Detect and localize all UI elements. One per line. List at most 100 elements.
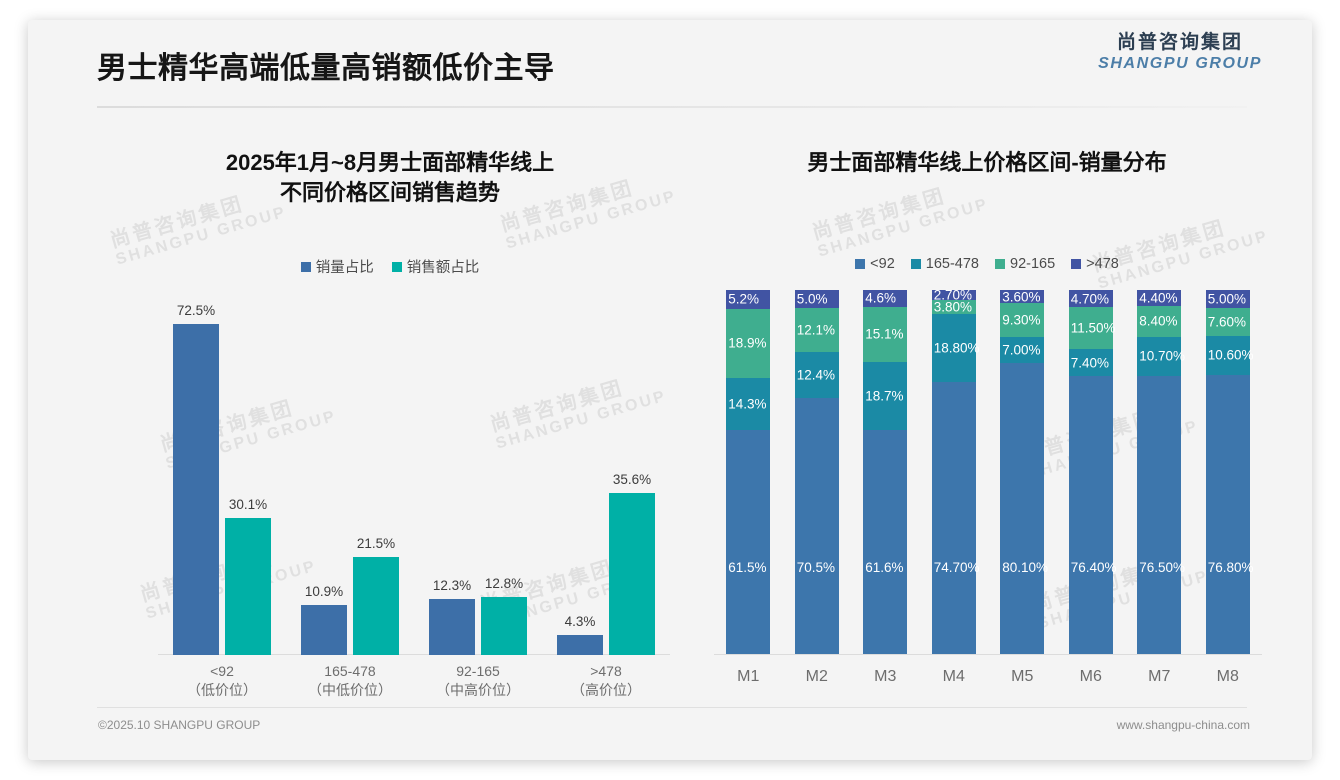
legend-item-lt92[interactable]: <92 [855, 256, 895, 272]
bar-fill [609, 492, 655, 655]
legend-swatch-icon [300, 261, 311, 272]
stack-value-label: 61.6% [865, 559, 904, 575]
x-axis-label-M7: M7 [1148, 668, 1171, 685]
left-chart-title: 2025年1月~8月男士面部精华线上 不同价格区间销售趋势 [225, 150, 555, 205]
right-chart-title: 男士面部精华线上价格区间-销量分布 [807, 150, 1167, 175]
legend-item-165-478[interactable]: 165-478 [910, 256, 979, 272]
x-axis-line [158, 654, 670, 655]
stack-segment-<92: 80.10% [1000, 362, 1048, 655]
stack-value-label: 4.6% [865, 290, 897, 306]
x-axis-label-sub: （高价位） [571, 681, 641, 698]
stack-value-label: 18.9% [728, 335, 767, 351]
stack-segment->478: 4.70% [1068, 290, 1113, 308]
x-axis-label-sub: （低价位） [187, 681, 257, 698]
page-title: 男士精华高端低量高销额低价主导 [97, 52, 555, 85]
bar-fill [429, 598, 475, 655]
stack-segment-165-478: 7.40% [1068, 349, 1113, 377]
x-axis-label-main: <92 [210, 663, 234, 679]
stack-segment->478: 5.2% [726, 290, 771, 309]
stack-value-label: 5.00% [1207, 291, 1247, 307]
stacked-bar-M5: 3.60% 9.30% 7.00% 80.10% [1000, 290, 1048, 655]
x-axis-label-M6: M6 [1079, 668, 1102, 685]
x-axis-label-sub: （中低价位） [308, 681, 392, 698]
bar-fill [173, 324, 219, 655]
left-chart-legend: 销量占比 销售额占比 [100, 256, 680, 277]
slide-header: 男士精华高端低量高销额低价主导 尚普咨询集团 SHANGPU GROUP [28, 20, 1312, 108]
stack-value-label: 7.40% [1070, 355, 1110, 371]
stack-value-label: 12.4% [796, 367, 836, 383]
stack-value-label: 9.30% [1002, 312, 1041, 328]
bar-value-label: 10.9% [304, 584, 344, 600]
stack-value-label: 5.2% [728, 291, 760, 307]
stack-segment->478: 4.40% [1137, 290, 1182, 307]
stack-segment-165-478: 18.80% [931, 313, 980, 383]
watermark: 尚普咨询集团 SHANGPU GROUP [810, 174, 991, 262]
stack-value-label: 80.10% [1002, 559, 1049, 575]
right-chart-legend: <92 165-478 92-165 >478 [692, 256, 1282, 272]
logo-chinese-text: 尚普咨询集团 [1117, 32, 1244, 53]
stack-segment-<92: 76.80% [1205, 374, 1254, 655]
stack-value-label: 70.5% [796, 559, 836, 575]
left-chart-plot-area: 72.5% 30.1% <92 （低价位） 10.9% 21.5% 165-478 （中低价位… [158, 290, 670, 698]
stack-segment-165-478: 14.3% [726, 377, 771, 431]
legend-swatch-icon [1071, 259, 1082, 269]
stack-value-label: 7.60% [1207, 314, 1247, 330]
bar-value-label: 21.5% [356, 535, 396, 551]
logo-english-text: SHANGPU GROUP [1098, 54, 1262, 72]
stack-segment-92-165: 9.30% [1000, 303, 1045, 338]
stack-segment-<92: 76.40% [1068, 376, 1117, 655]
stack-value-label: 18.80% [933, 340, 980, 356]
stack-value-label: 3.80% [933, 299, 973, 315]
slide: 男士精华高端低量高销额低价主导 尚普咨询集团 SHANGPU GROUP 202… [28, 20, 1312, 760]
legend-item-gt478[interactable]: >478 [1071, 256, 1119, 272]
stack-segment-165-478: 12.4% [794, 352, 839, 398]
stack-segment-92-165: 18.9% [726, 308, 771, 378]
stack-value-label: 3.60% [1002, 290, 1041, 305]
bar-value-label: 72.5% [176, 303, 216, 319]
legend-item-92-165[interactable]: 92-165 [995, 256, 1055, 272]
stack-value-label: 4.40% [1139, 290, 1178, 306]
stack-value-label: 8.40% [1139, 313, 1178, 329]
legend-swatch-icon [855, 259, 866, 269]
stack-value-label: 76.50% [1139, 559, 1186, 575]
x-axis-label-sub: （中高价位） [436, 681, 520, 698]
x-axis-label-M3: M3 [874, 668, 897, 685]
stack-segment-92-165: 12.1% [794, 308, 839, 353]
x-axis-label-M4: M4 [942, 668, 965, 685]
x-axis-label-M5: M5 [1011, 668, 1034, 685]
stacked-bar-M8: 5.00% 7.60% 10.60% 76.80% [1205, 290, 1254, 655]
stack-segment-92-165: 7.60% [1205, 308, 1250, 336]
x-axis-label-M1: M1 [737, 668, 760, 685]
stack-segment-<92: 70.5% [794, 397, 839, 655]
stack-segment-165-478: 18.7% [863, 361, 908, 431]
legend-label: 销售额占比 [406, 260, 480, 276]
stack-segment->478: 4.6% [863, 290, 908, 307]
legend-item-sales[interactable]: 销售额占比 [391, 256, 480, 277]
stack-value-label: 2.70% [933, 290, 973, 303]
legend-item-volume[interactable]: 销量占比 [300, 256, 374, 277]
stack-value-label: 74.70% [933, 559, 980, 575]
stack-value-label: 10.70% [1139, 348, 1186, 364]
legend-label: 165-478 [925, 256, 979, 272]
stack-segment->478: 5.0% [794, 290, 839, 309]
footer-divider [97, 707, 1247, 708]
x-axis-label-main: 165-478 [324, 663, 376, 679]
stack-segment-<92: 61.6% [863, 430, 908, 655]
stack-segment-92-165: 15.1% [863, 306, 908, 362]
left-chart-panel: 2025年1月~8月男士面部精华线上 不同价格区间销售趋势 尚普咨询集团 SHA… [100, 120, 680, 720]
stack-segment-165-478: 10.60% [1205, 335, 1254, 375]
legend-label: <92 [870, 256, 895, 272]
x-axis-label-M8: M8 [1216, 668, 1239, 685]
legend-swatch-icon [995, 259, 1005, 269]
bar-value-label: 30.1% [228, 496, 268, 512]
stack-value-label: 11.50% [1070, 320, 1116, 336]
stacked-bar-M6: 4.70% 11.50% 7.40% 76.40% [1068, 290, 1117, 655]
stack-segment->478: 2.70% [931, 290, 976, 303]
stack-value-label: 5.0% [796, 291, 828, 307]
bar-fill [301, 605, 347, 655]
stack-segment->478: 5.00% [1205, 290, 1250, 309]
stack-segment-<92: 74.70% [931, 382, 980, 655]
stacked-bar-M7: 4.40% 8.40% 10.70% 76.50% [1137, 290, 1185, 655]
right-chart-plot-area: 5.2% 18.9% 14.3% 61.5% 5.0% 12.1% 12.4% 70.5% 4.… [714, 290, 1262, 655]
stack-value-label: 15.1% [865, 326, 904, 342]
